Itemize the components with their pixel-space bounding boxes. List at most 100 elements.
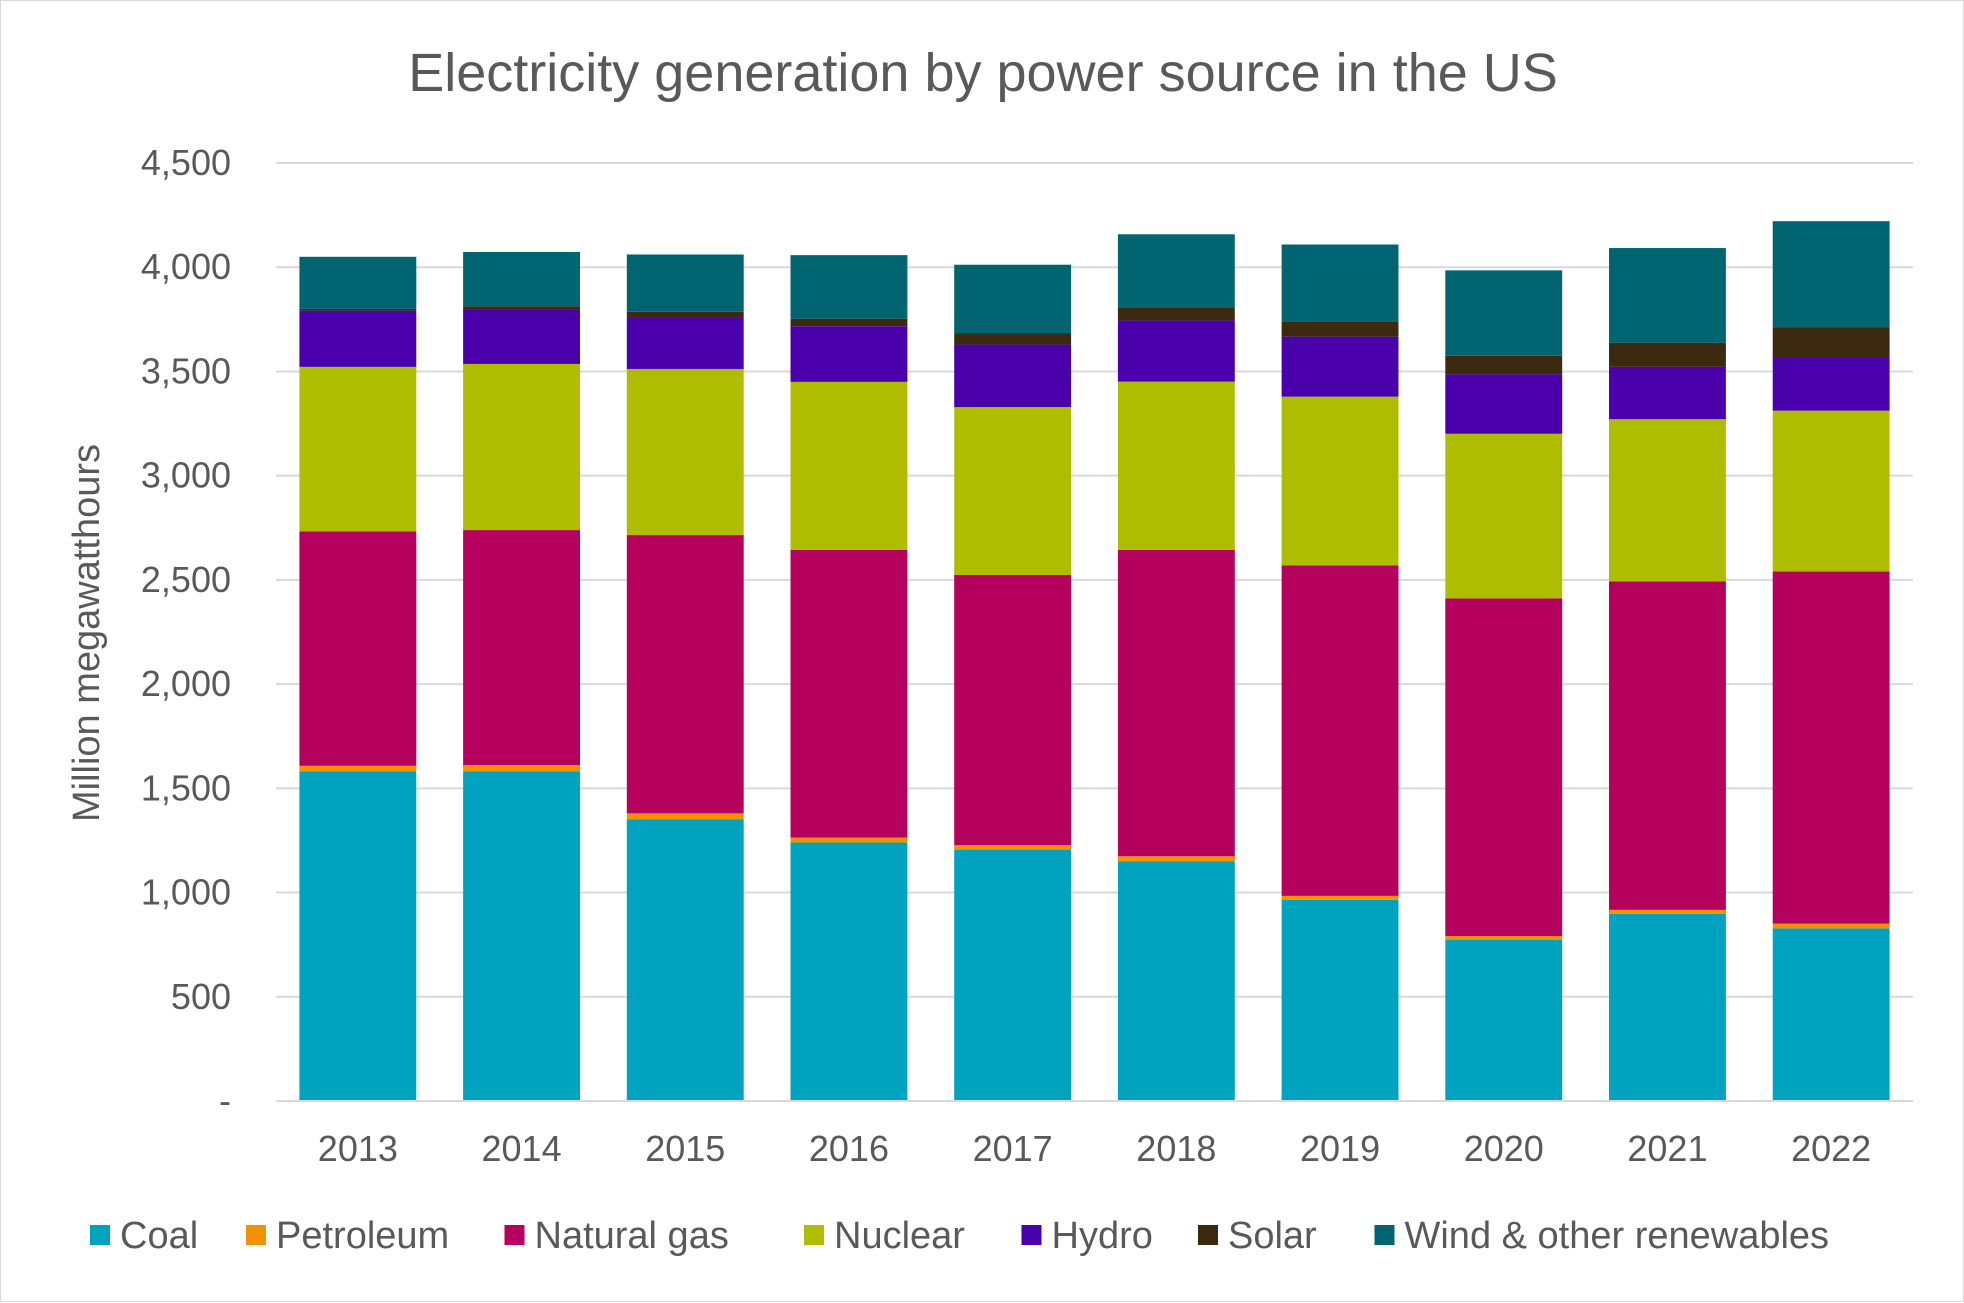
legend-label: Petroleum bbox=[276, 1215, 449, 1257]
bar-segment bbox=[463, 309, 580, 364]
bar-segment bbox=[1772, 928, 1890, 1101]
y-tick-label: 3,000 bbox=[141, 455, 231, 496]
bar-segment bbox=[790, 549, 908, 838]
x-tick-label: 2020 bbox=[1464, 1128, 1544, 1169]
x-tick-label: 2016 bbox=[809, 1128, 889, 1169]
x-tick-label: 2022 bbox=[1791, 1128, 1871, 1169]
legend-label: Hydro bbox=[1052, 1215, 1153, 1257]
bar-segment bbox=[626, 535, 744, 814]
y-axis-label: Million megawatthours bbox=[66, 444, 108, 822]
bar-segment bbox=[1609, 913, 1726, 1101]
legend-label: Solar bbox=[1228, 1215, 1317, 1257]
bar-segment bbox=[1281, 899, 1399, 1101]
bar-segment bbox=[299, 765, 417, 772]
legend-item: Natural gas bbox=[504, 1215, 729, 1257]
bar-segment bbox=[463, 363, 580, 531]
bar-segment bbox=[1281, 565, 1399, 896]
x-tick-label: 2013 bbox=[318, 1128, 398, 1169]
bar-segment bbox=[954, 264, 1072, 334]
bar-segment bbox=[1772, 571, 1890, 924]
legend-swatch bbox=[504, 1225, 525, 1245]
bar-segment bbox=[1281, 895, 1399, 900]
bar-segment bbox=[299, 308, 417, 311]
y-tick-label: 3,500 bbox=[141, 350, 231, 391]
bar-segment bbox=[790, 837, 908, 843]
bar-segment bbox=[1445, 374, 1563, 434]
bar-segment bbox=[1281, 396, 1399, 566]
legend-item: Coal bbox=[90, 1215, 198, 1257]
axes: - 500 1,000 1,500 2,000 2,500 3,000 3,500 4,000 4… bbox=[141, 142, 1913, 1169]
bar-segment bbox=[463, 764, 580, 772]
bar-segment bbox=[299, 531, 417, 766]
bar-segment bbox=[1445, 598, 1563, 937]
x-tick-label: 2019 bbox=[1300, 1128, 1380, 1169]
y-tick-label: 2,000 bbox=[141, 663, 231, 704]
bar-segment bbox=[1445, 433, 1563, 599]
bar-segment bbox=[1609, 909, 1726, 914]
x-tick-label: 2015 bbox=[645, 1128, 725, 1169]
bar-segment bbox=[1772, 357, 1890, 411]
bar-segment bbox=[1445, 939, 1563, 1101]
bar-segment bbox=[1117, 307, 1235, 321]
legend-label: Natural gas bbox=[535, 1215, 729, 1257]
y-tick-label: 4,500 bbox=[141, 142, 231, 183]
bar-segment bbox=[1281, 244, 1399, 322]
bar-segment bbox=[1117, 549, 1235, 857]
bar-segment bbox=[1281, 321, 1399, 337]
legend-label: Wind & other renewables bbox=[1405, 1215, 1830, 1257]
legend: Coal Petroleum Natural gas Nuclear Hydro Sola… bbox=[90, 1215, 1829, 1257]
bar-segment bbox=[626, 368, 744, 536]
bar-segment bbox=[1609, 342, 1726, 367]
bar-segment bbox=[1445, 270, 1563, 356]
legend-swatch bbox=[1021, 1225, 1042, 1245]
legend-item: Nuclear bbox=[804, 1215, 965, 1257]
bar-segment bbox=[626, 317, 744, 369]
bar-segment bbox=[1609, 248, 1726, 343]
bar-segment bbox=[1772, 221, 1890, 328]
legend-swatch bbox=[1374, 1225, 1395, 1245]
legend-item: Wind & other renewables bbox=[1374, 1215, 1830, 1257]
bar-segment bbox=[1117, 381, 1235, 550]
y-tick-label: 1,500 bbox=[141, 767, 231, 808]
y-tick-label: 1,000 bbox=[141, 872, 231, 913]
bar-segment bbox=[1117, 234, 1235, 308]
bar-segment bbox=[790, 318, 908, 327]
bar-segment bbox=[1445, 355, 1563, 375]
bar-segment bbox=[1609, 419, 1726, 582]
legend-item: Solar bbox=[1198, 1215, 1317, 1257]
bar-segment bbox=[463, 771, 580, 1101]
bars bbox=[299, 221, 1890, 1101]
legend-swatch bbox=[90, 1225, 110, 1245]
legend-label: Coal bbox=[120, 1215, 198, 1257]
bar-segment bbox=[790, 255, 908, 319]
bar-segment bbox=[626, 819, 744, 1101]
bar-segment bbox=[790, 842, 908, 1101]
y-tick-label: 2,500 bbox=[141, 559, 231, 600]
bar-segment bbox=[463, 306, 580, 310]
bar-segment bbox=[1609, 366, 1726, 420]
bar-segment bbox=[626, 813, 744, 820]
legend-item: Hydro bbox=[1021, 1215, 1153, 1257]
x-tick-label: 2018 bbox=[1136, 1128, 1216, 1169]
bar-segment bbox=[954, 574, 1072, 846]
bar-segment bbox=[1117, 861, 1235, 1101]
legend-swatch bbox=[1198, 1225, 1218, 1245]
bar-segment bbox=[790, 381, 908, 550]
bar-segment bbox=[626, 311, 744, 318]
x-tick-label: 2021 bbox=[1627, 1128, 1707, 1169]
y-tick-label: 500 bbox=[171, 976, 231, 1017]
bar-segment bbox=[1281, 336, 1399, 397]
legend-swatch bbox=[246, 1225, 266, 1245]
bar-segment bbox=[954, 845, 1072, 850]
bar-segment bbox=[954, 849, 1072, 1101]
bar-segment bbox=[1445, 936, 1563, 940]
bar-segment bbox=[1772, 410, 1890, 572]
bar-segment bbox=[1117, 856, 1235, 862]
bar-segment bbox=[1117, 320, 1235, 382]
legend-swatch bbox=[804, 1225, 824, 1245]
bar-segment bbox=[1772, 923, 1890, 929]
chart-title: Electricity generation by power source i… bbox=[408, 43, 1558, 103]
y-tick-label: 4,000 bbox=[141, 246, 231, 287]
